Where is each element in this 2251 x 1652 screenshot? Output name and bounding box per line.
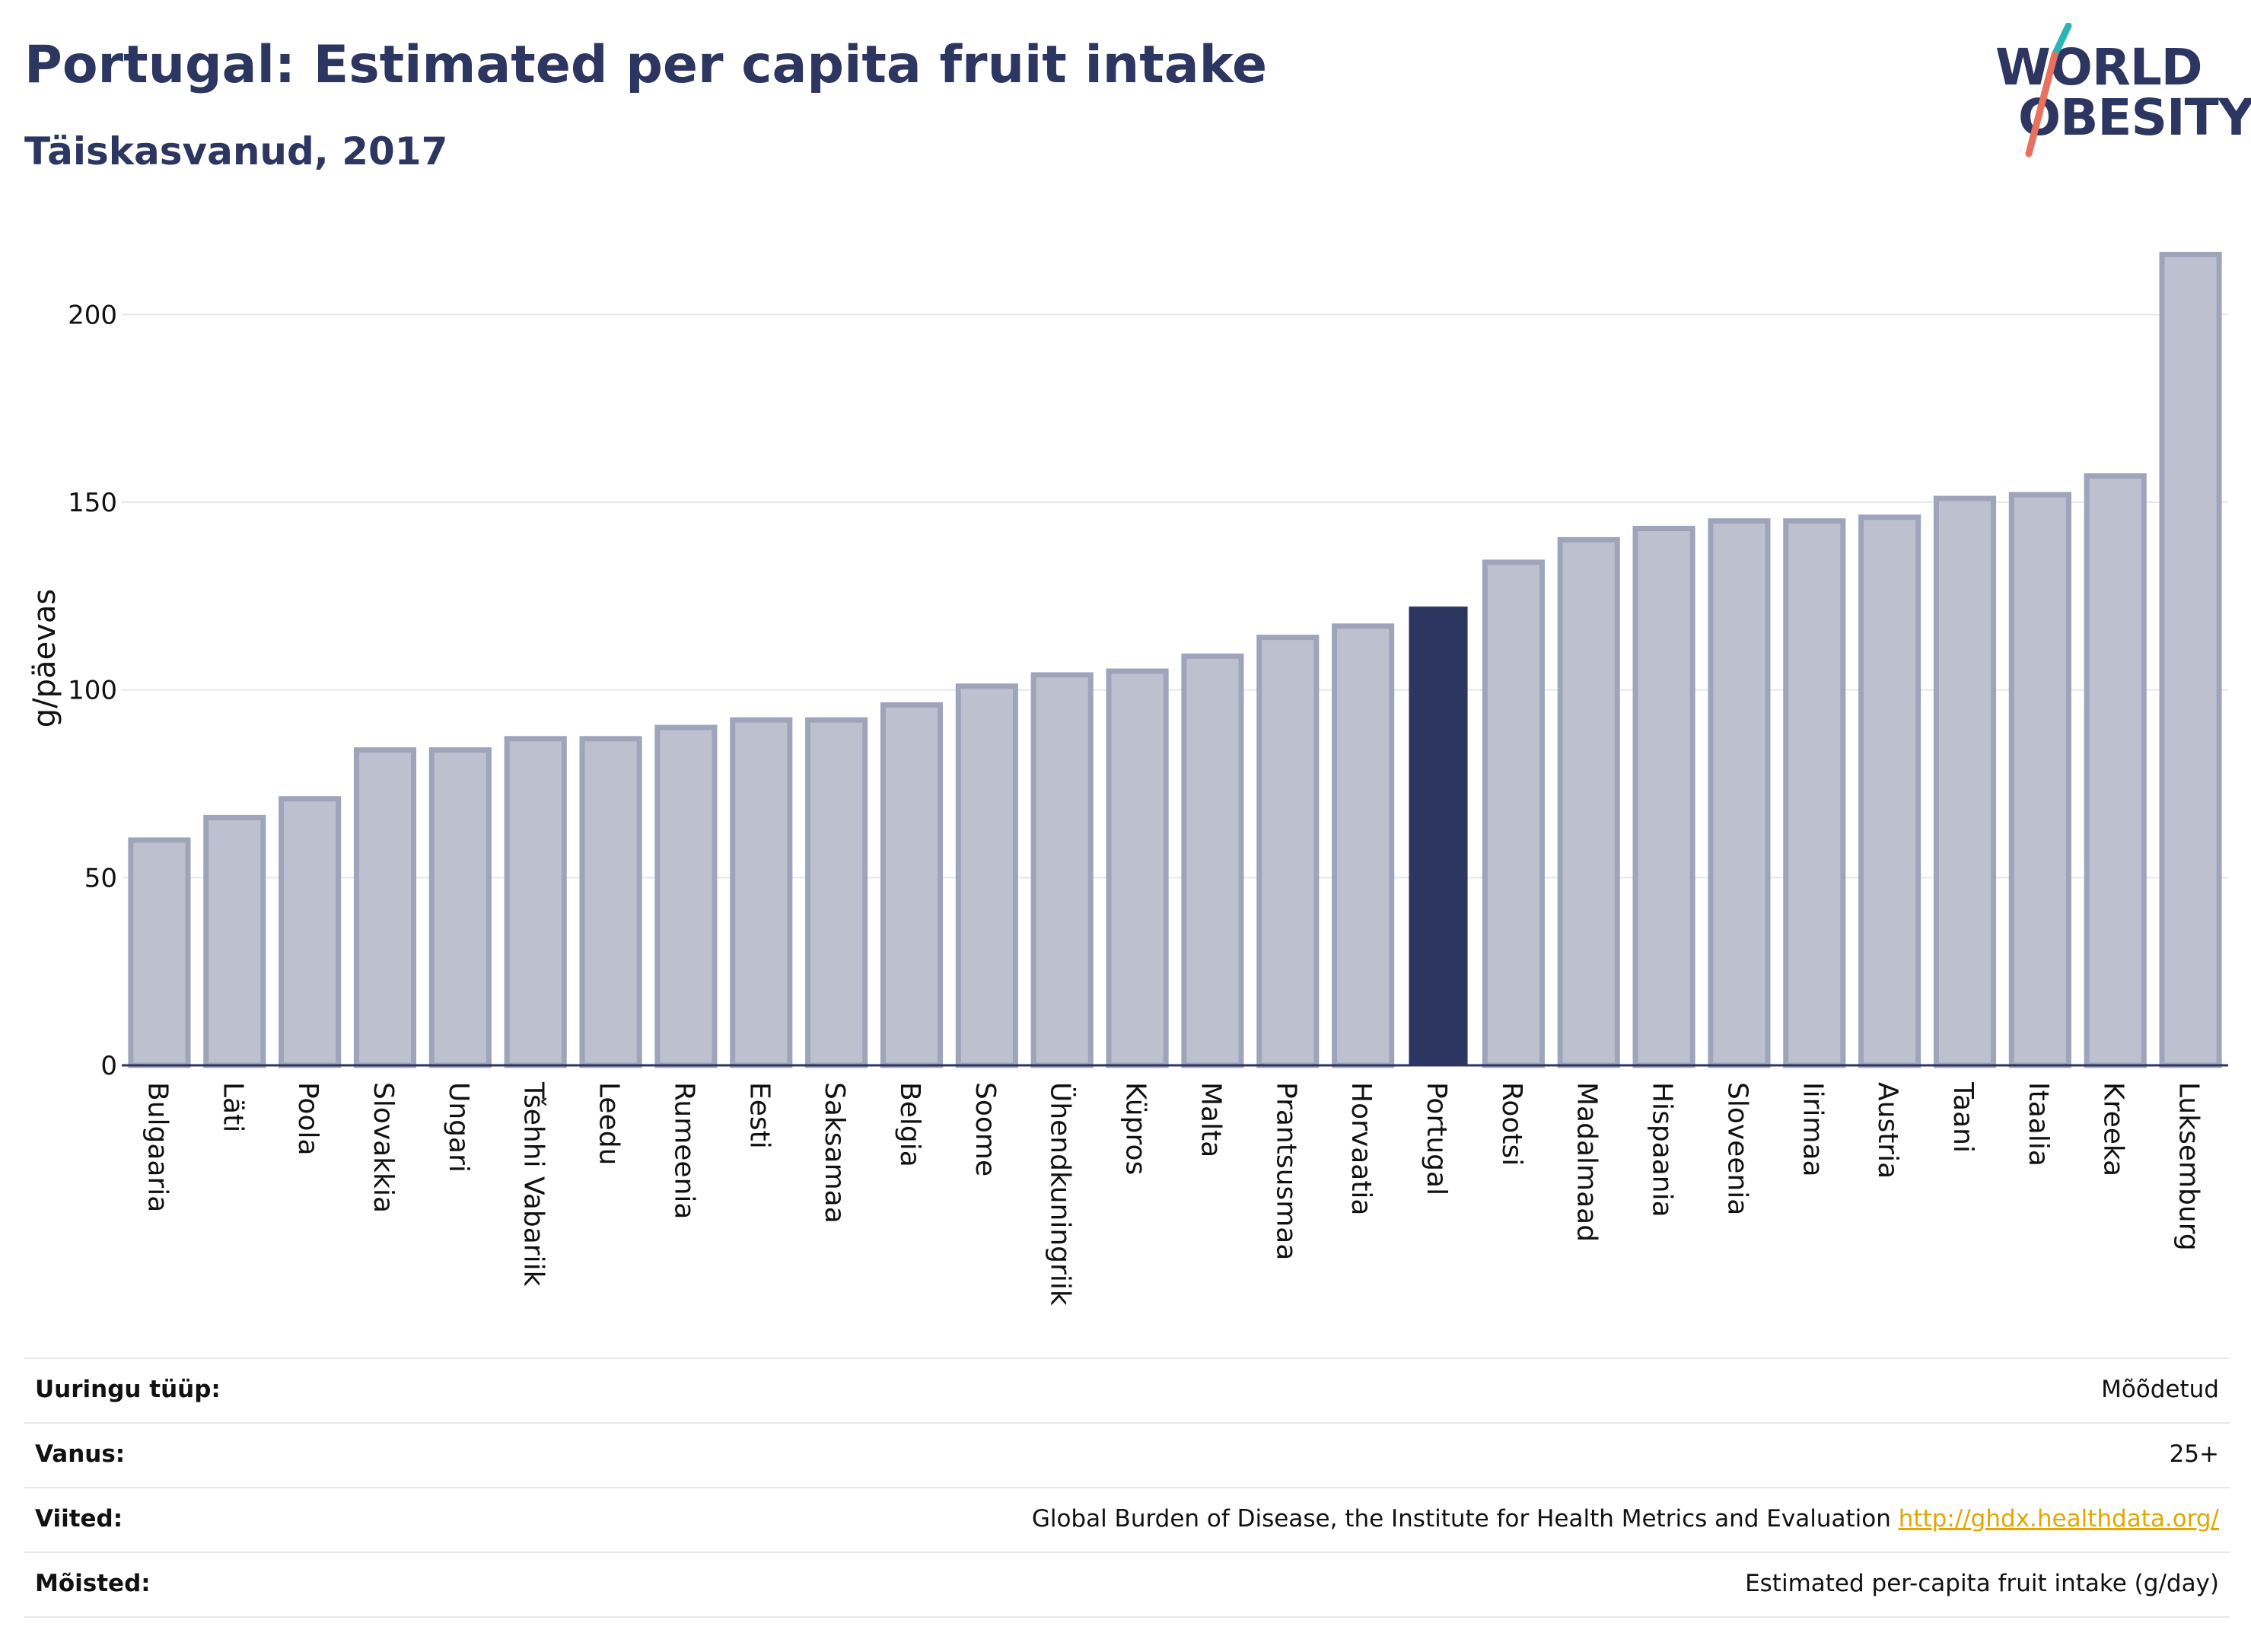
x-tick-label: Slovakkia xyxy=(368,1082,399,1213)
x-tick-label: Kreeka xyxy=(2098,1082,2129,1176)
bar-küpros[interactable] xyxy=(1106,668,1169,1068)
bar-ungari[interactable] xyxy=(428,747,492,1068)
x-tick-label: Belgia xyxy=(894,1082,925,1167)
x-tick-label: Malta xyxy=(1195,1082,1226,1157)
info-value: Estimated per-capita fruit intake (g/day… xyxy=(1745,1570,2219,1597)
x-tick-label: Luksemburg xyxy=(2173,1082,2205,1251)
bar-leedu[interactable] xyxy=(579,736,642,1068)
x-tick-label: Küpros xyxy=(1120,1082,1151,1175)
logo-slash-icon xyxy=(2025,23,2072,158)
x-tick-label: Taani xyxy=(1947,1081,1979,1153)
bar-saksamaa[interactable] xyxy=(805,717,868,1068)
bar-tšehhi-vabariik[interactable] xyxy=(504,736,567,1068)
x-tick-label: Iirimaa xyxy=(1797,1082,1828,1177)
bar-horvaatia[interactable] xyxy=(1332,623,1395,1068)
y-tick-label: 200 xyxy=(68,300,117,330)
bar-ühendkuningriik[interactable] xyxy=(1030,672,1094,1068)
bar-itaalia[interactable] xyxy=(2008,492,2071,1068)
x-tick-label: Portugal xyxy=(1421,1082,1452,1195)
x-tick-label: Ühendkuningriik xyxy=(1045,1082,1077,1306)
info-value: 25+ xyxy=(2169,1440,2219,1468)
info-row-definitions: Mõisted: Estimated per-capita fruit inta… xyxy=(24,1552,2230,1618)
info-row-survey-type: Uuringu tüüp: Mõõdetud xyxy=(24,1358,2230,1422)
tick-labels: 0 50 100 150 200 Bulgaaria Läti Poola Slovakkia U… xyxy=(68,300,2204,1305)
x-tick-label: Horvaatia xyxy=(1345,1082,1377,1216)
x-tick-label: Läti xyxy=(217,1082,248,1132)
x-tick-label: Rumeenia xyxy=(668,1082,699,1219)
bar-luksemburg[interactable] xyxy=(2159,251,2222,1068)
bar-kreeka[interactable] xyxy=(2084,473,2147,1068)
world-obesity-logo: WORLD OBESITY xyxy=(1979,23,2251,160)
logo-line-2: OBESITY xyxy=(2018,88,2251,147)
bar-taani[interactable] xyxy=(1933,495,1997,1068)
x-tick-label: Poola xyxy=(292,1082,323,1156)
bar-belgia[interactable] xyxy=(880,702,944,1068)
bar-portugal[interactable] xyxy=(1409,606,1468,1066)
info-table: Uuringu tüüp: Mõõdetud Vanus: 25+ Viited… xyxy=(24,1358,2230,1618)
x-tick-label: Ungari xyxy=(443,1082,474,1173)
y-axis-label: g/päevas xyxy=(27,589,62,727)
bar-läti[interactable] xyxy=(203,814,266,1068)
bars xyxy=(128,251,2222,1068)
bar-madalmaad[interactable] xyxy=(1557,536,1620,1068)
y-tick-label: 150 xyxy=(68,488,117,518)
bar-prantsusmaa[interactable] xyxy=(1256,635,1320,1068)
info-value: Mõõdetud xyxy=(2101,1376,2219,1403)
x-tick-label: Tšehhi Vabariik xyxy=(518,1081,549,1287)
x-tick-label: Saksamaa xyxy=(819,1082,850,1224)
x-tick-label: Bulgaaria xyxy=(142,1082,173,1212)
logo-line-1: WORLD xyxy=(1995,38,2203,97)
info-label: Uuringu tüüp: xyxy=(35,1376,221,1403)
bar-hispaania[interactable] xyxy=(1632,526,1695,1068)
x-tick-label: Soome xyxy=(969,1082,1001,1176)
info-row-age: Vanus: 25+ xyxy=(24,1422,2230,1487)
bar-soome[interactable] xyxy=(955,683,1018,1068)
info-row-references: Viited: Global Burden of Disease, the In… xyxy=(24,1487,2230,1552)
info-label: Mõisted: xyxy=(35,1570,151,1597)
bar-chart: g/päevas 0 50 100 150 200 Bulgaaria Läti Poola S… xyxy=(27,251,2228,1306)
bar-rumeenia[interactable] xyxy=(654,724,718,1068)
reference-link[interactable]: http://ghdx.healthdata.org/ xyxy=(1898,1505,2219,1533)
bar-malta[interactable] xyxy=(1181,653,1244,1068)
y-tick-label: 100 xyxy=(68,676,117,706)
info-label: Vanus: xyxy=(35,1440,126,1468)
bar-rootsi[interactable] xyxy=(1482,559,1545,1068)
x-tick-label: Austria xyxy=(1872,1082,1903,1179)
bar-iirimaa[interactable] xyxy=(1783,518,1846,1068)
x-tick-label: Itaalia xyxy=(2023,1082,2054,1167)
axes: g/päevas xyxy=(27,589,2228,1067)
chart-subtitle: Täiskasvanud, 2017 xyxy=(24,129,448,173)
x-tick-label: Sloveenia xyxy=(1721,1082,1753,1215)
info-label: Viited: xyxy=(35,1505,123,1533)
bar-austria[interactable] xyxy=(1858,514,1921,1068)
y-tick-label: 50 xyxy=(84,863,117,893)
x-tick-label: Hispaania xyxy=(1647,1082,1678,1218)
bar-eesti[interactable] xyxy=(730,717,793,1068)
bar-poola[interactable] xyxy=(279,796,342,1068)
y-tick-label: 0 xyxy=(100,1051,117,1081)
chart-title: Portugal: Estimated per capita fruit int… xyxy=(24,35,1268,95)
x-tick-label: Madalmaad xyxy=(1571,1082,1603,1242)
info-value: Global Burden of Disease, the Institute … xyxy=(1032,1505,2219,1533)
bar-bulgaaria[interactable] xyxy=(128,837,191,1068)
x-tick-label: Rootsi xyxy=(1496,1082,1527,1166)
x-tick-label: Leedu xyxy=(594,1082,625,1165)
reference-text: Global Burden of Disease, the Institute … xyxy=(1031,1505,1899,1533)
bar-sloveenia[interactable] xyxy=(1708,518,1771,1068)
bar-slovakkia[interactable] xyxy=(353,747,417,1068)
x-tick-label: Eesti xyxy=(743,1082,775,1149)
x-tick-label: Prantsusmaa xyxy=(1270,1082,1301,1260)
